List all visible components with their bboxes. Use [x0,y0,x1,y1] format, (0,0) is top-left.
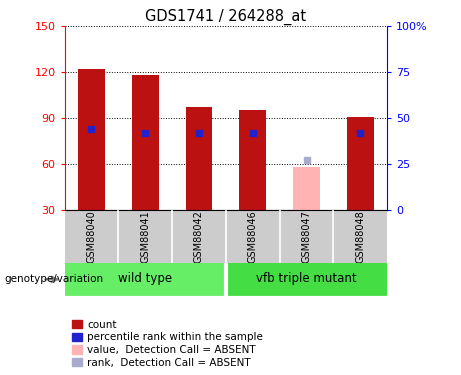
Bar [293,167,320,210]
Text: genotype/variation: genotype/variation [5,274,104,284]
FancyBboxPatch shape [226,263,387,296]
Text: GSM88048: GSM88048 [355,210,366,262]
Title: GDS1741 / 264288_at: GDS1741 / 264288_at [145,9,307,25]
Text: wild type: wild type [118,272,172,285]
Text: vfb triple mutant: vfb triple mutant [256,272,357,285]
Bar [132,75,159,210]
Bar [78,69,105,210]
Bar [185,107,213,210]
Text: GSM88042: GSM88042 [194,210,204,262]
Text: GSM88046: GSM88046 [248,210,258,262]
FancyBboxPatch shape [65,263,226,296]
Text: GSM88047: GSM88047 [301,210,312,262]
Text: GSM88040: GSM88040 [86,210,96,262]
Bar [347,117,374,210]
Bar [239,111,266,210]
Text: GSM88041: GSM88041 [140,210,150,262]
Legend: count, percentile rank within the sample, value,  Detection Call = ABSENT, rank,: count, percentile rank within the sample… [70,318,266,370]
